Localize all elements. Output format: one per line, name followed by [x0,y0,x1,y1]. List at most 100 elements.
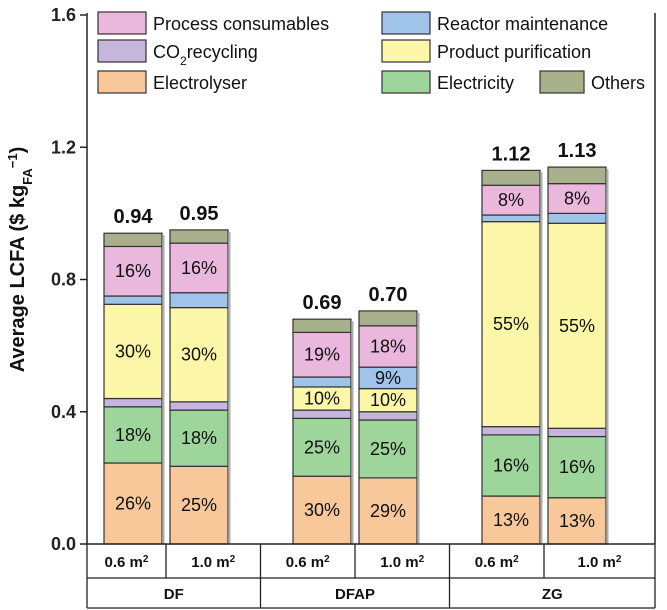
bar-segment-others-2 [169,229,229,244]
bar-shadow [540,172,543,545]
data-label: 30% [181,345,217,365]
bar-segment-reactor-maintenance-3 [292,376,352,388]
legend-item-others: Others [539,70,645,94]
bar-segment-electricity-5 [481,434,541,497]
bar-segment-others-4 [358,310,418,327]
bar-segment-co2recycling-4 [358,411,418,421]
data-label: 29% [370,501,406,521]
bar-segment-process-consumables-6 [547,183,607,214]
legend-swatch [381,70,431,94]
x-tick-label: 1.0 m2 [578,554,622,572]
data-label: 16% [115,261,151,281]
bar-shadow [351,321,354,544]
bar-stack-1: 26% 18% 30% 16% 0.94 [103,206,165,545]
data-label: 16% [559,457,595,477]
y-axis-label: Average LCFA ($ kgFA−1) [5,147,35,373]
bar-segment-process-consumables-3 [292,331,352,378]
bar-stack-4: 29% 25% 10%9% 18% 0.70 [358,284,420,545]
legend-label: CO2recycling [153,42,258,68]
bar-segment-product-purification-2 [169,307,229,403]
bar-segment-reactor-maintenance-2 [169,292,229,309]
bar-segment-electrolyser-1 [103,462,163,545]
data-label: 10% [304,389,340,409]
bar-segment-others-3 [292,318,352,333]
y-tick-label: 0.4 [51,402,76,422]
data-label: 8% [564,188,590,208]
legend-swatch [97,39,147,63]
bar-shadow [228,231,231,544]
bar-stack-3: 30% 25% 10% 19% 0.69 [292,292,354,545]
bar-segment-electricity-2 [169,409,229,467]
data-label: 55% [559,316,595,336]
y-tick-label: 0.0 [51,534,76,554]
total-label: 0.94 [114,206,154,228]
bar-shadow [162,235,165,544]
bar-segment-co2recycling-2 [169,401,229,411]
data-label: 16% [181,258,217,278]
data-label: 30% [304,500,340,520]
legend-swatch [97,11,147,35]
bar-shadow [606,169,609,544]
data-label: 26% [115,493,151,513]
data-label: 13% [559,511,595,531]
data-label: 16% [493,455,529,475]
data-label: 25% [370,439,406,459]
data-label: 8% [498,190,524,210]
bar-segment-electrolyser-6 [547,497,607,545]
group-label: ZG [542,586,563,603]
bar-segment-product-purification-6 [547,222,607,429]
legend-item-product-purification: Product purification [381,39,591,63]
bar-segment-reactor-maintenance-6 [547,212,607,224]
legend-swatch [97,70,147,94]
legend-label: Electrolyser [153,73,247,93]
legend-item-electricity: Electricity [381,70,514,94]
bar-segment-process-consumables-5 [481,184,541,216]
bar-segment-co2recycling-6 [547,427,607,438]
bar-segment-product-purification-5 [481,221,541,428]
y-tick-label: 1.6 [51,5,76,25]
bar-segment-others-6 [547,166,607,185]
data-label: 30% [115,341,151,361]
bar-shadow [417,312,420,544]
bar-segment-co2recycling-1 [103,397,163,408]
legend-item-reactor-maintenance: Reactor maintenance [381,11,608,35]
bars: 26% 18% 30% 16% 0.94 25% 18% 30% 16% 0.95 30% 25% 10… [103,140,609,545]
group-label: DF [164,586,184,603]
bar-segment-electricity-3 [292,417,352,477]
bar-segment-electricity-4 [358,419,418,479]
x-tick-label: 1.0 m2 [380,554,424,572]
total-label: 1.13 [558,140,597,162]
legend-label: Process consumables [153,14,329,34]
data-label: 25% [304,437,340,457]
data-label: 13% [493,510,529,530]
bar-segment-reactor-maintenance-5 [481,214,541,223]
total-label: 0.70 [369,284,408,306]
bar-segment-electrolyser-5 [481,495,541,545]
legend-item-process-consumables: Process consumables [97,11,329,35]
bar-segment-co2recycling-5 [481,426,541,436]
y-tick-label: 1.2 [51,137,76,157]
bar-stack-5: 13% 16% 55% 8% 1.12 [481,143,543,545]
bar-segment-others-1 [103,232,163,248]
x-tick-label: 0.6 m2 [475,554,519,572]
bar-segment-electrolyser-4 [358,477,418,545]
legend-label: Electricity [437,73,514,93]
bar-segment-process-consumables-2 [169,242,229,294]
category-table: 0.6 m2 1.0 m2 0.6 m2 1.0 m2 0.6 m2 1.0 m2 DF DF… [86,544,656,609]
bar-stack-6: 13% 16% 55% 8% 1.13 [547,140,609,545]
legend-swatch [381,39,431,63]
legend: Process consumables Reactor maintenance CO… [97,11,645,94]
legend-swatch [381,11,431,35]
group-label: DFAP [335,586,375,603]
legend-label: Reactor maintenance [437,14,608,34]
legend-item-electrolyser: Electrolyser [97,70,247,94]
legend-swatch [539,70,585,94]
total-label: 1.12 [492,143,531,165]
x-tick-label: 1.0 m2 [191,554,235,572]
bar-segment-co2recycling-3 [292,409,352,419]
bar-segment-electricity-1 [103,406,163,464]
data-label: 9% [375,368,401,388]
x-tick-label: 0.6 m2 [105,554,149,572]
legend-item-co2recycling: CO2recycling [97,39,258,68]
x-tick-label: 0.6 m2 [286,554,330,572]
